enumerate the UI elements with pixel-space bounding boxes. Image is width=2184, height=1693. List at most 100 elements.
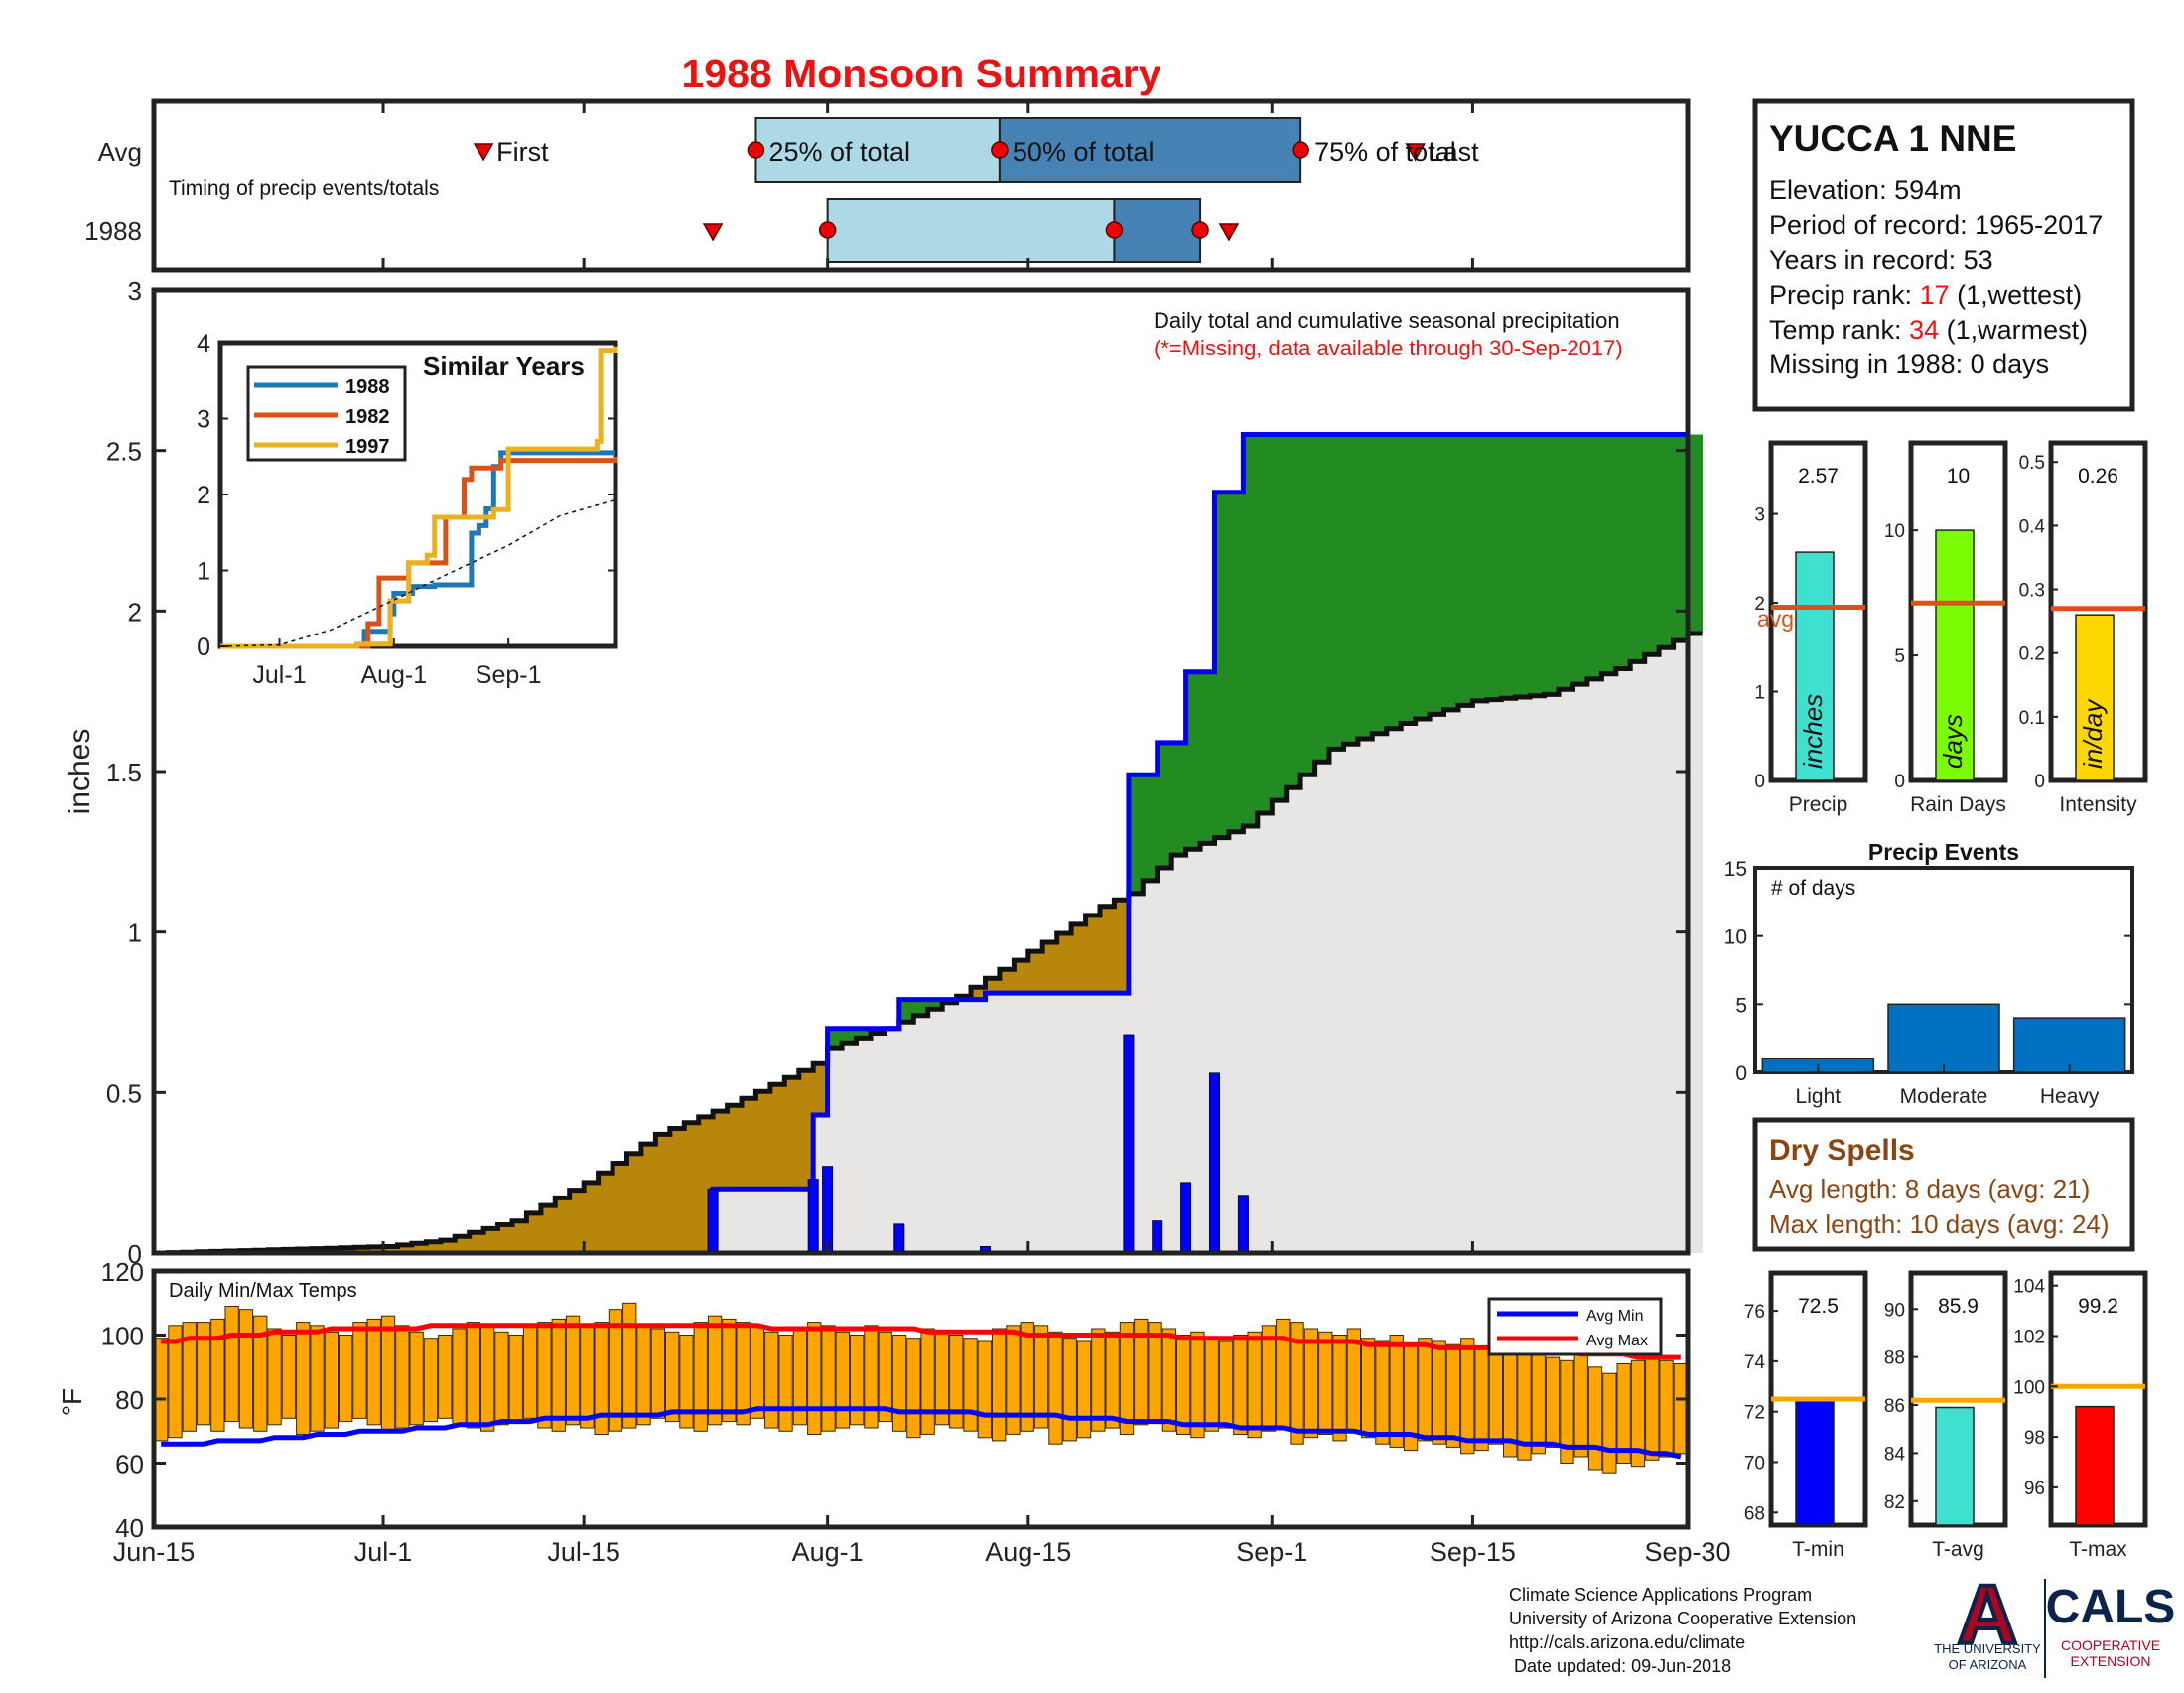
daily-temp-bar (1277, 1319, 1290, 1428)
ua-logo: A THE UNIVERSITY OF ARIZONA (1934, 1568, 2041, 1672)
precip-stat-value-label: 2.57 (1798, 465, 1839, 488)
above-average-segment (1516, 435, 1531, 698)
temp-stat-ytick-label: 102 (2013, 1328, 2045, 1348)
daily-temp-bar (1461, 1339, 1474, 1454)
average-area-segment (1530, 696, 1545, 1253)
timing-year-percentile-dot (820, 222, 836, 238)
daily-temp-bar (1660, 1360, 1673, 1457)
daily-temp-bar (439, 1336, 452, 1419)
precip-stat-ytick-label: 0.3 (2019, 581, 2045, 602)
precip-stat-value-label: 0.26 (2078, 465, 2118, 488)
above-average-segment (1487, 435, 1502, 700)
temp-stat-ytick-label: 74 (1744, 1352, 1766, 1373)
daily-precip-bar (894, 1224, 904, 1253)
daily-temp-bar (993, 1329, 1006, 1441)
timing-year-percentile-dot (1106, 222, 1122, 238)
daily-temp-bar (552, 1319, 565, 1431)
daily-temp-bar (367, 1319, 380, 1424)
precip-stat-category-label: Rain Days (1910, 793, 2006, 816)
timing-year-percentile-dot (1192, 222, 1208, 238)
daily-temp-bar (467, 1323, 479, 1428)
average-area-segment (1659, 647, 1674, 1253)
above-average-segment (1559, 435, 1573, 690)
average-area-segment (899, 1022, 914, 1253)
average-area-segment (1616, 669, 1631, 1254)
daily-precip-bar (1153, 1221, 1162, 1253)
footer-line3: http://cals.arizona.edu/climate (1509, 1632, 1745, 1652)
average-area-segment (1071, 993, 1086, 1253)
temp-stat-value-label: 99.2 (2078, 1295, 2118, 1318)
daily-temp-bar (637, 1326, 650, 1425)
temp-stat-ytick-label: 70 (1744, 1454, 1765, 1475)
temp-stat-bar (1796, 1399, 1834, 1525)
daily-temp-bar (751, 1326, 763, 1419)
x-tick-label: Sep-30 (1644, 1537, 1730, 1567)
below-average-segment (641, 1144, 656, 1253)
above-average-segment (1444, 435, 1459, 710)
temp-stat-ytick-label: 98 (2024, 1428, 2045, 1449)
dry-spells-box: Dry Spells Avg length: 8 days (avg: 21) … (1755, 1120, 2132, 1249)
timing-row-avg-label: Avg (98, 137, 142, 167)
daily-temp-bar (1588, 1367, 1601, 1470)
average-area-segment (957, 1000, 972, 1253)
daily-temp-bar (311, 1326, 324, 1431)
daily-temp-bar (353, 1323, 366, 1419)
daily-temp-bar (509, 1336, 522, 1422)
precip-stat-category-label: Precip (1789, 793, 1848, 816)
inset-ytick-label: 3 (197, 406, 210, 434)
above-average-segment (1530, 435, 1545, 696)
daily-temp-bar (865, 1326, 878, 1428)
temp-stat-ytick-label: 86 (1884, 1396, 1905, 1417)
average-area-segment (1387, 729, 1402, 1253)
daily-temp-bar (666, 1332, 679, 1421)
daily-temp-bar (1106, 1332, 1119, 1428)
average-area-segment (1545, 694, 1560, 1253)
temp-plot-area (155, 1303, 1688, 1473)
daily-temp-bar (1077, 1341, 1090, 1438)
timing-avg-percentile-dot (992, 142, 1008, 158)
precip-ytick-label: 2 (128, 597, 142, 627)
events-ytick-label: 0 (1735, 1062, 1747, 1085)
daily-precip-bar (708, 1189, 718, 1253)
daily-temp-bar (964, 1339, 977, 1432)
temp-ytick-label: 60 (115, 1450, 144, 1480)
below-average-segment (627, 1154, 642, 1253)
below-average-segment (1100, 907, 1115, 993)
daily-temp-bar (1248, 1332, 1261, 1437)
daily-temp-bar (268, 1329, 281, 1425)
station-name: YUCCA 1 NNE (1769, 118, 2016, 159)
daily-temp-bar (282, 1336, 295, 1419)
daily-temp-bar (1234, 1336, 1247, 1435)
cals-logo-text: CALS (2046, 1581, 2176, 1633)
x-tick-label: Sep-15 (1430, 1537, 1516, 1567)
daily-temp-bar (1191, 1332, 1204, 1437)
average-area-segment (1028, 993, 1043, 1253)
daily-temp-bar (1475, 1347, 1488, 1450)
precip-ytick-label: 1 (128, 918, 142, 948)
daily-precip-bar (1238, 1196, 1248, 1253)
above-average-segment (1630, 435, 1645, 662)
below-average-segment (755, 1091, 770, 1189)
temp-stat-ytick-label: 68 (1744, 1503, 1765, 1524)
below-average-segment (684, 1123, 699, 1253)
precip-stat-units-label: inches (1798, 694, 1828, 769)
footer-line2: University of Arizona Cooperative Extens… (1509, 1609, 1856, 1628)
timing-avg-percentile-dot (748, 142, 763, 158)
average-area-segment (742, 1189, 756, 1253)
precip-ytick-label: 2.5 (106, 437, 142, 467)
daily-temp-bar (723, 1319, 736, 1421)
average-area-segment (1344, 744, 1359, 1253)
daily-temp-bar (1007, 1326, 1020, 1435)
precip-stat-ytick-label: 0.4 (2019, 516, 2046, 537)
above-average-segment (1601, 435, 1616, 674)
daily-temp-bar (822, 1326, 835, 1431)
above-average-segment (1401, 435, 1416, 724)
temp-rank-prefix: Temp rank: (1769, 315, 1909, 345)
above-average-segment (1372, 435, 1387, 734)
average-area-segment (1630, 661, 1645, 1253)
temp-stat-ytick-label: 84 (1884, 1444, 1906, 1465)
temp-rank-value: 34 (1909, 315, 1939, 345)
daily-temp-bar (694, 1323, 707, 1432)
temp-stat-ytick-label: 90 (1884, 1300, 1905, 1321)
